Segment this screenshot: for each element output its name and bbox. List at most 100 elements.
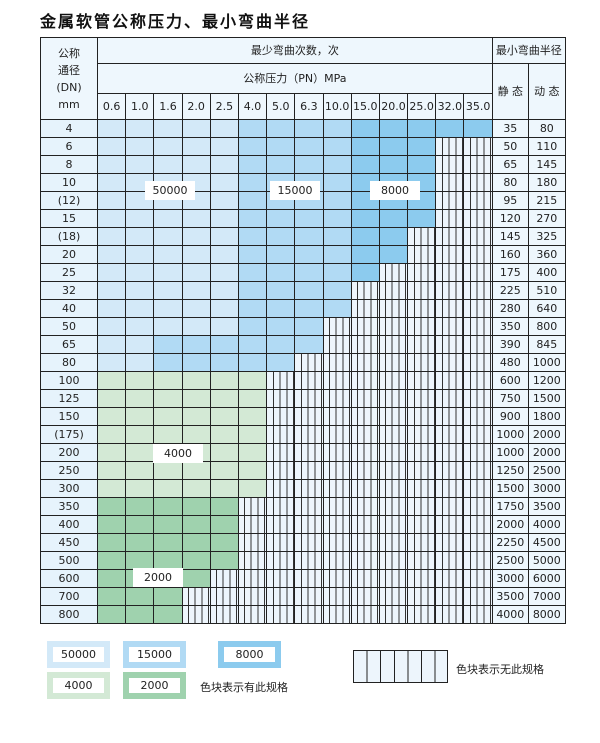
table-row: 4 35 80	[40, 119, 566, 138]
no-spec-cell	[294, 407, 324, 426]
spec-cell-a	[125, 335, 155, 354]
spec-cell-g2	[153, 551, 183, 570]
no-spec-cell	[266, 389, 296, 408]
spec-cell-g1	[125, 461, 155, 480]
spec-cell-c	[350, 137, 380, 156]
dynamic-radius-cell: 845	[527, 335, 566, 354]
region-label-15000: 15000	[270, 181, 320, 200]
no-spec-cell	[322, 443, 352, 462]
no-spec-cell	[378, 515, 409, 534]
spec-cell-a	[125, 299, 155, 318]
spec-cell-b	[153, 353, 183, 372]
spec-cell-a	[125, 263, 155, 282]
no-spec-cell	[463, 533, 493, 552]
dn-header-line: 通径	[58, 63, 80, 77]
spec-cell-b	[209, 353, 239, 372]
no-spec-cell	[435, 551, 465, 570]
spec-cell-g1	[209, 371, 239, 390]
spec-cell-g1	[181, 371, 211, 390]
spec-cell-a	[96, 191, 127, 210]
spec-cell-g1	[96, 389, 127, 408]
static-radius-cell: 175	[491, 263, 529, 282]
pressure-col-header: 25.0	[407, 93, 437, 120]
dn-cell: 20	[40, 245, 98, 264]
spec-cell-a	[181, 299, 211, 318]
spec-cell-b	[294, 119, 324, 138]
spec-cell-g1	[237, 443, 268, 462]
static-header: 静 态	[491, 63, 529, 120]
no-spec-cell	[407, 461, 437, 480]
spec-cell-b	[237, 317, 268, 336]
spec-cell-g2	[96, 515, 127, 534]
no-spec-cell	[350, 551, 380, 570]
no-spec-cell	[322, 497, 352, 516]
static-radius-cell: 80	[491, 173, 529, 192]
spec-cell-c	[378, 119, 409, 138]
no-spec-cell	[350, 461, 380, 480]
spec-cell-b	[322, 209, 352, 228]
spec-cell-c	[378, 155, 409, 174]
spec-cell-c	[378, 137, 409, 156]
no-spec-cell	[407, 353, 437, 372]
spec-cell-g1	[125, 479, 155, 498]
spec-cell-g2	[153, 497, 183, 516]
no-spec-cell	[407, 569, 437, 588]
spec-cell-a	[96, 173, 127, 192]
no-spec-cell	[378, 281, 409, 300]
table-row: 500 2500 5000	[40, 551, 566, 570]
spec-cell-b	[294, 281, 324, 300]
region-label-2000: 2000	[133, 568, 183, 587]
spec-cell-g2	[181, 515, 211, 534]
spec-cell-b	[266, 317, 296, 336]
no-spec-cell	[266, 587, 296, 606]
table-row: 700 3500 7000	[40, 587, 566, 606]
static-radius-cell: 1000	[491, 425, 529, 444]
spec-cell-c	[350, 227, 380, 246]
no-spec-cell	[463, 209, 493, 228]
no-spec-cell	[378, 461, 409, 480]
spec-cell-b	[294, 317, 324, 336]
no-spec-cell	[350, 281, 380, 300]
no-spec-cell	[378, 335, 409, 354]
no-spec-cell	[463, 569, 493, 588]
spec-cell-b	[322, 119, 352, 138]
no-spec-cell	[407, 605, 437, 624]
no-spec-cell	[350, 371, 380, 390]
legend-2000: 2000	[123, 672, 186, 699]
dn-header-line: mm	[58, 97, 80, 111]
pressure-col-header: 1.0	[125, 93, 155, 120]
spec-cell-g1	[153, 461, 183, 480]
spec-cell-a	[96, 137, 127, 156]
no-spec-cell	[378, 371, 409, 390]
spec-cell-a	[153, 317, 183, 336]
no-spec-cell	[435, 335, 465, 354]
no-spec-cell	[435, 425, 465, 444]
spec-cell-b	[181, 335, 211, 354]
no-spec-cell	[463, 137, 493, 156]
spec-cell-a	[125, 155, 155, 174]
pressure-col-header: 4.0	[237, 93, 268, 120]
spec-cell-a	[125, 353, 155, 372]
no-spec-cell	[435, 569, 465, 588]
spec-cell-g2	[181, 533, 211, 552]
no-spec-cell	[350, 605, 380, 624]
spec-cell-a	[209, 317, 239, 336]
no-spec-cell	[266, 461, 296, 480]
static-radius-cell: 95	[491, 191, 529, 210]
dynamic-radius-cell: 4500	[527, 533, 566, 552]
no-spec-cell	[407, 497, 437, 516]
spec-cell-a	[96, 245, 127, 264]
spec-cell-b	[322, 155, 352, 174]
spec-cell-a	[181, 209, 211, 228]
page-title: 金属软管公称压力、最小弯曲半径	[40, 12, 311, 31]
spec-cell-b	[322, 137, 352, 156]
spec-cell-a	[96, 155, 127, 174]
dynamic-radius-cell: 325	[527, 227, 566, 246]
spec-cell-a	[209, 119, 239, 138]
min-radius-header: 最小弯曲半径	[491, 37, 566, 64]
no-spec-cell	[407, 533, 437, 552]
dn-header-line: 公称	[58, 46, 80, 60]
static-radius-cell: 3500	[491, 587, 529, 606]
spec-cell-a	[153, 119, 183, 138]
no-spec-cell	[209, 587, 239, 606]
